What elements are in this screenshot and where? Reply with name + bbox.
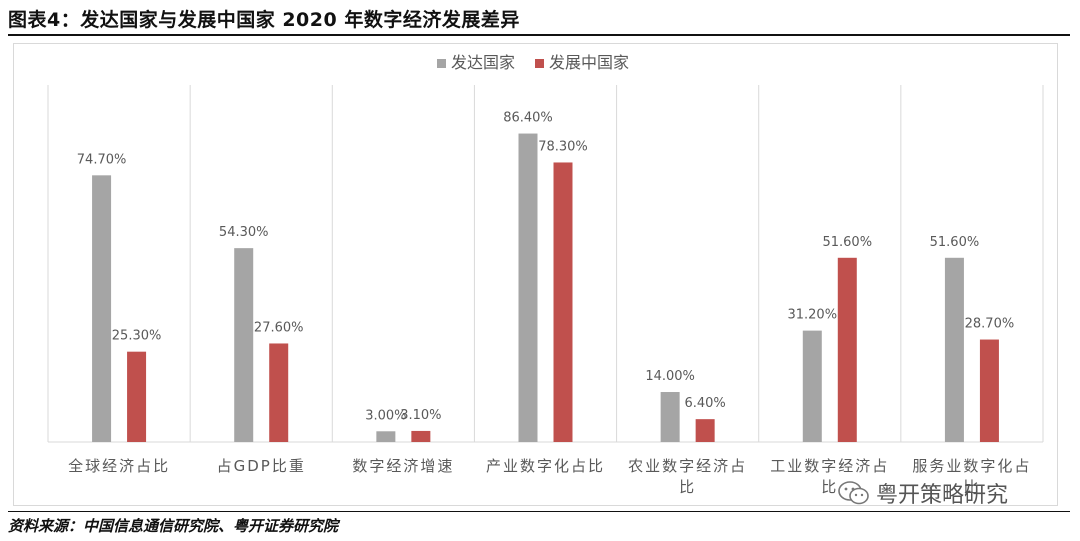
category-label: 农业数字经济占 [628, 457, 747, 475]
wechat-icon [838, 481, 869, 505]
data-label: 31.20% [787, 308, 837, 323]
data-label: 27.60% [254, 320, 304, 335]
category-label: 占GDP比重 [217, 457, 306, 475]
watermark-text: 粤开策略研究 [876, 483, 1009, 508]
data-label: 3.10% [400, 408, 441, 423]
category-label: 工业数字经济占 [770, 457, 889, 475]
category-label: 比 [963, 478, 980, 496]
data-label: 25.30% [112, 329, 162, 344]
category-label: 比 [821, 478, 838, 496]
category-label: 数字经济增速 [352, 457, 454, 475]
bar-developed [92, 175, 112, 443]
chart-frame [13, 43, 1058, 506]
category-label: 产业数字化占比 [486, 457, 605, 475]
bar-developing [695, 419, 715, 442]
data-label: 51.60% [822, 235, 872, 250]
data-label: 78.30% [538, 139, 588, 154]
data-label: 6.40% [684, 396, 725, 411]
data-label: 86.40% [503, 111, 553, 126]
data-label: 51.60% [930, 235, 980, 250]
bar-developed [234, 248, 254, 442]
category-label: 比 [679, 478, 696, 496]
bar-developing [553, 162, 573, 442]
bar-developing [979, 339, 999, 442]
category-label: 全球经济占比 [68, 457, 170, 475]
legend-label-2: 发展中国家 [549, 53, 629, 72]
bar-developing [127, 351, 147, 442]
bar-developed [944, 257, 964, 442]
bar-developed [660, 392, 680, 442]
bar-developing [411, 430, 431, 442]
data-label: 14.00% [645, 369, 695, 384]
legend-swatch-2 [535, 59, 544, 68]
data-label: 28.70% [965, 317, 1015, 332]
bar-developed [376, 431, 396, 442]
source-rule [8, 511, 1070, 512]
bar-developed [518, 133, 538, 442]
bar-developing [269, 343, 289, 442]
bar-developing [837, 257, 857, 442]
data-label: 74.70% [77, 152, 127, 167]
source-note: 资料来源：中国信息通信研究院、粤开证券研究院 [8, 517, 339, 535]
legend-label-1: 发达国家 [451, 53, 515, 72]
bar-developed [802, 330, 822, 442]
figure-title: 图表4：发达国家与发展中国家 2020 年数字经济发展差异 [8, 9, 520, 31]
data-label: 54.30% [219, 225, 269, 240]
legend-swatch-1 [437, 59, 446, 68]
title-rule [8, 34, 1070, 36]
data-label: 3.00% [365, 408, 406, 423]
category-label: 服务业数字化占 [912, 457, 1031, 475]
watermark: 粤开策略研究 [838, 477, 1008, 509]
